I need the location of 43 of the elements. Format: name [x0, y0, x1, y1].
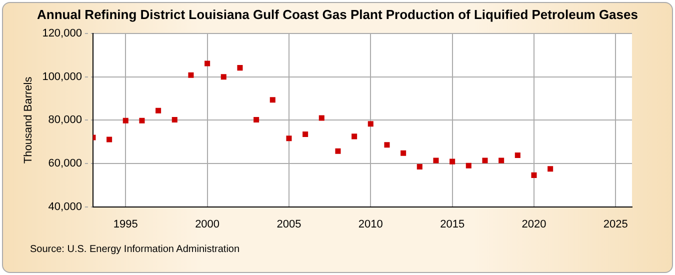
point — [286, 136, 292, 142]
point — [220, 74, 226, 80]
point — [237, 65, 243, 71]
point — [254, 117, 260, 123]
point — [482, 158, 488, 164]
point — [416, 164, 422, 170]
point — [400, 150, 406, 156]
point — [270, 97, 276, 103]
point — [433, 158, 439, 164]
point — [318, 115, 324, 121]
y-tick-label: 120,000 — [42, 28, 82, 40]
x-tick-label: 2000 — [195, 218, 220, 230]
y-axis-title: Thousand Barrels — [22, 76, 35, 164]
point — [204, 60, 210, 66]
x-tick-label: 2005 — [276, 218, 302, 230]
x-tick-label: 2010 — [358, 218, 383, 230]
point — [498, 158, 504, 164]
point — [122, 118, 128, 124]
point — [368, 121, 374, 127]
point — [531, 172, 537, 178]
point — [335, 148, 341, 154]
y-tick-label: 100,000 — [42, 70, 82, 83]
point — [172, 117, 178, 123]
y-tick-label: 60,000 — [48, 158, 82, 170]
point — [302, 132, 308, 138]
y-tick-label: 80,000 — [48, 114, 82, 126]
point — [548, 166, 554, 172]
x-tick-label: 2015 — [440, 218, 465, 230]
chart-title: Annual Refining District Louisiana Gulf Coast Gas Plant Production of Liquified Petroleum Gases — [36, 7, 639, 22]
point — [156, 108, 162, 114]
point — [384, 142, 390, 148]
point — [139, 118, 145, 124]
point — [188, 72, 194, 78]
point — [352, 134, 358, 140]
point — [450, 158, 456, 164]
point — [106, 136, 112, 142]
source-note: Source: U.S. Energy Information Administration — [30, 244, 240, 255]
x-tick-label: 1995 — [113, 218, 138, 230]
point — [466, 162, 472, 168]
x-tick-label: 2020 — [522, 218, 546, 230]
y-tick-label: 40,000 — [48, 200, 82, 213]
x-tick-label: 2025 — [603, 218, 628, 230]
point — [514, 152, 520, 158]
